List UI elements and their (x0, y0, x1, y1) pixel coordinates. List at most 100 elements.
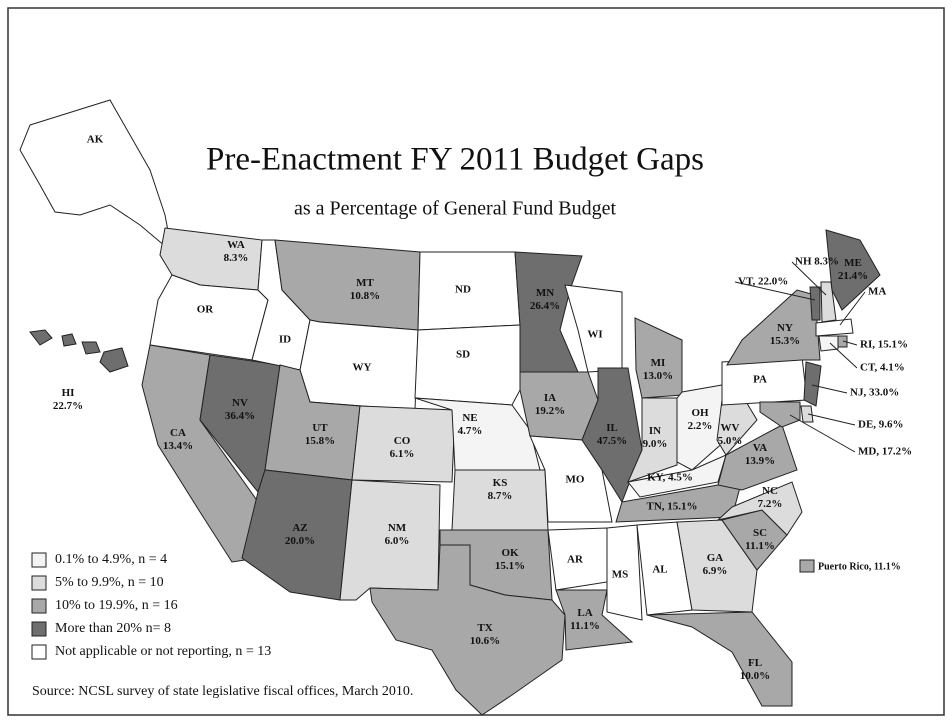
state-label: MI (651, 357, 666, 369)
legend-label: 0.1% to 4.9%, n = 4 (55, 552, 167, 567)
state-label: MN (536, 287, 554, 299)
state-shape (717, 424, 798, 491)
state-shape (820, 281, 837, 323)
state-label: NC (762, 485, 778, 497)
state-label: VT, 22.0% (738, 276, 788, 288)
state-label: 21.4% (838, 270, 868, 282)
state-shape (514, 251, 583, 373)
state-label: 9.0% (643, 438, 668, 450)
state-label: 4.7% (458, 425, 483, 437)
state-label: WY (353, 362, 372, 374)
state-label: NY (777, 322, 793, 334)
state-label: 5.0% (718, 435, 743, 447)
state-label: 26.4% (530, 300, 560, 312)
state-label: LA (577, 607, 592, 619)
state-label: OK (501, 547, 519, 559)
state-label: RI, 15.1% (860, 339, 908, 351)
leader-line (811, 384, 848, 394)
state-label: NH 8.3% (795, 256, 839, 268)
state-shape (81, 341, 101, 355)
state-label: 22.7% (53, 400, 83, 412)
state-label: PA (753, 374, 767, 386)
state-label: MO (566, 474, 585, 486)
state-labels: AKWA8.3%ORCA13.4%NV36.4%IDMT10.8%WYUT15.… (53, 134, 912, 683)
state-label: 8.3% (224, 252, 249, 264)
legend-swatch (31, 552, 47, 568)
state-label: SC (753, 527, 767, 539)
legend-swatch (31, 598, 47, 614)
state-label: 7.2% (758, 498, 783, 510)
leader-line (791, 261, 827, 296)
leader-line (734, 281, 816, 301)
leader-line (842, 340, 858, 346)
state-label: FL (748, 657, 762, 669)
state-label: WI (587, 329, 602, 341)
state-label: 10.6% (470, 635, 500, 647)
state-label: TN, 15.1% (646, 501, 697, 513)
legend-swatch (31, 644, 47, 660)
state-label: UT (312, 422, 328, 434)
state-label: 6.1% (390, 448, 415, 460)
state-shape (634, 317, 683, 399)
state-label: 2.2% (688, 420, 713, 432)
state-label: NE (462, 412, 477, 424)
state-shape (581, 367, 643, 504)
leader-line (839, 291, 866, 326)
state-label: OR (197, 304, 215, 316)
state-label: IN (649, 425, 661, 437)
state-label: ND (455, 284, 471, 296)
state-shape (800, 405, 814, 423)
state-label: DE, 9.6% (858, 419, 904, 431)
state-label: ME (844, 257, 862, 269)
state-shape (803, 361, 822, 407)
state-label: IA (544, 392, 556, 404)
state-label: AZ (292, 522, 307, 534)
map-subtitle: as a Percentage of General Fund Budget (294, 198, 617, 220)
state-shape (837, 335, 848, 348)
leader-line (789, 414, 856, 453)
state-label: WA (227, 239, 245, 251)
legend-label: 5% to 9.9%, n = 10 (55, 575, 164, 590)
state-label: MT (356, 277, 374, 289)
state-label: 13.0% (643, 370, 673, 382)
state-shape (61, 333, 77, 347)
state-shape (716, 481, 803, 536)
state-label: TX (477, 622, 492, 634)
state-label: AR (567, 554, 584, 566)
state-label: MD, 17.2% (858, 446, 912, 458)
state-label: 6.0% (385, 535, 410, 547)
state-shape (825, 229, 881, 311)
state-shape (369, 544, 566, 716)
state-label: 13.4% (163, 440, 193, 452)
states (19, 99, 881, 716)
state-label: CT, 4.1% (860, 362, 905, 374)
state-shape (627, 397, 678, 483)
state-shape (646, 611, 793, 707)
state-label: 10.0% (740, 670, 770, 682)
state-shape (19, 99, 173, 254)
state-label: SD (456, 349, 470, 361)
legend-swatch (31, 575, 47, 591)
state-label: 13.9% (745, 455, 775, 467)
state-label: 19.2% (535, 405, 565, 417)
source: Source: NCSL survey of state legislative… (32, 684, 413, 699)
legend-label: Not applicable or not reporting, n = 13 (55, 644, 271, 659)
state-label: 11.1% (570, 620, 600, 632)
state-label: KY, 4.5% (647, 472, 693, 484)
state-label: HI (62, 387, 75, 399)
leader-line (829, 342, 858, 369)
state-shape (815, 318, 854, 337)
leader-line (807, 413, 856, 426)
legend-swatch (31, 621, 47, 637)
state-label: 8.7% (488, 490, 513, 502)
puerto-rico-swatch (799, 559, 815, 573)
state-label: MS (612, 569, 629, 581)
state-label: GA (707, 552, 724, 564)
state-shape (615, 479, 743, 523)
state-label: 6.9% (703, 565, 728, 577)
state-label: 15.1% (495, 560, 525, 572)
state-shape (759, 401, 801, 428)
legend-label: 10% to 19.9%, n = 16 (55, 598, 178, 613)
puerto-rico-label: Puerto Rico, 11.1% (818, 561, 901, 572)
state-label: MA (868, 286, 886, 298)
